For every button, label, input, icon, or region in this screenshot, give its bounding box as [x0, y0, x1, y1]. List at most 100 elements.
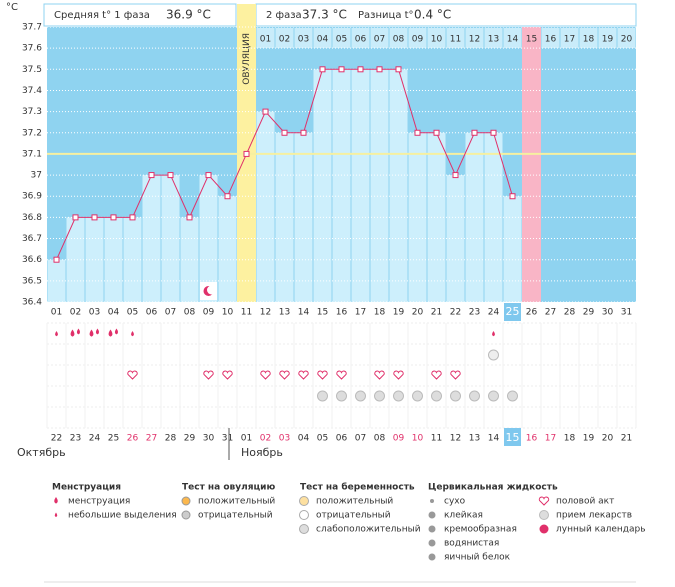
medication — [431, 390, 442, 402]
phase1-label: Средняя t° 1 фаза — [54, 10, 150, 21]
point — [414, 129, 421, 136]
legend-title: Тест на беременность — [300, 482, 415, 493]
heart — [279, 370, 290, 380]
legend-icon — [428, 539, 436, 547]
day-label: 31 — [621, 308, 632, 318]
legend-item: кремообразная — [444, 525, 517, 535]
bar — [389, 69, 408, 302]
bar — [142, 175, 161, 302]
legend-icon — [539, 510, 549, 520]
point — [433, 129, 440, 136]
spotting — [131, 331, 134, 337]
phase-cell — [313, 28, 332, 48]
day-label: 13 — [279, 308, 290, 318]
legend-icon — [299, 510, 309, 520]
heart — [450, 370, 461, 380]
bar — [180, 217, 199, 302]
spotting — [55, 331, 58, 337]
heart — [431, 370, 442, 380]
day-label: 24 — [488, 308, 500, 318]
menstruation — [108, 329, 113, 337]
diff-value: 0.4 °C — [414, 8, 451, 22]
point — [452, 172, 459, 179]
phase-cell — [370, 28, 389, 48]
phase-day: 08 — [393, 35, 405, 45]
phase2-label: 2 фаза — [266, 10, 302, 21]
legend-icon — [428, 511, 436, 519]
legend-item: половой акт — [556, 497, 614, 507]
heart — [260, 370, 271, 380]
day-label: 12 — [260, 308, 271, 318]
point — [319, 66, 326, 73]
day-label: 17 — [355, 308, 366, 318]
point — [148, 172, 155, 179]
legend-title: Менструация — [52, 483, 121, 493]
date-label: 03 — [279, 434, 290, 444]
unit: °C — [6, 2, 18, 13]
phase-cell — [446, 28, 465, 48]
menstruation — [76, 328, 81, 335]
day-label: 04 — [108, 308, 120, 318]
date-label: 07 — [355, 434, 366, 444]
legend-icon — [54, 497, 58, 504]
legend-item: яичный белок — [444, 553, 511, 563]
heart — [298, 370, 309, 380]
phase-cell — [541, 28, 560, 48]
phase-cell — [484, 28, 503, 48]
medication — [469, 390, 480, 402]
legend-item: положительный — [198, 497, 275, 507]
bar — [332, 69, 351, 302]
date-label: 06 — [336, 434, 348, 444]
phase-day: 20 — [621, 35, 633, 45]
phase-cell — [503, 28, 522, 48]
legend-item: сухо — [444, 497, 466, 507]
day-label: 23 — [469, 308, 480, 318]
phase-day: 17 — [564, 35, 575, 45]
day-label: 07 — [165, 308, 176, 318]
point — [243, 150, 250, 157]
phase-day: 01 — [260, 35, 271, 45]
date-label: 22 — [51, 434, 62, 444]
legend-icon — [430, 499, 434, 503]
phase-day: 11 — [450, 35, 461, 45]
phase-day: 12 — [469, 35, 480, 45]
phase-day: 06 — [355, 35, 367, 45]
day-label: 27 — [545, 308, 556, 318]
medication — [355, 390, 366, 402]
day-label: 30 — [602, 308, 614, 318]
spotting — [492, 331, 495, 337]
date-label: 01 — [241, 434, 252, 444]
point — [300, 129, 307, 136]
bar — [465, 132, 484, 302]
y-tick-label: 37.6 — [22, 44, 42, 54]
today-cell — [504, 428, 521, 446]
medication — [317, 390, 328, 402]
legend-item: слабоположительный — [316, 525, 421, 535]
point — [167, 172, 174, 179]
medication — [488, 390, 499, 402]
phase-day: 18 — [583, 35, 595, 45]
phase-day: 14 — [507, 35, 519, 45]
today-cell — [504, 303, 521, 321]
point — [72, 214, 79, 221]
point — [395, 66, 402, 73]
heart — [317, 370, 328, 380]
point — [205, 172, 212, 179]
legend-icon — [539, 524, 549, 534]
date-label: 08 — [374, 434, 386, 444]
phase-day: 10 — [431, 35, 443, 45]
phase-day: 16 — [545, 35, 557, 45]
day-label: 19 — [393, 308, 405, 318]
legend-item: лунный календарь — [556, 525, 646, 535]
point — [91, 214, 98, 221]
y-tick-label: 37.3 — [22, 107, 42, 117]
menstruation — [95, 328, 100, 335]
bar — [484, 132, 503, 302]
y-tick-label: 37.7 — [22, 23, 42, 33]
date-label: 14 — [488, 434, 500, 444]
day-label: 28 — [564, 308, 576, 318]
day-label: 20 — [412, 308, 424, 318]
point — [281, 129, 288, 136]
legend-icon — [299, 496, 309, 506]
phase-day: 19 — [602, 35, 614, 45]
